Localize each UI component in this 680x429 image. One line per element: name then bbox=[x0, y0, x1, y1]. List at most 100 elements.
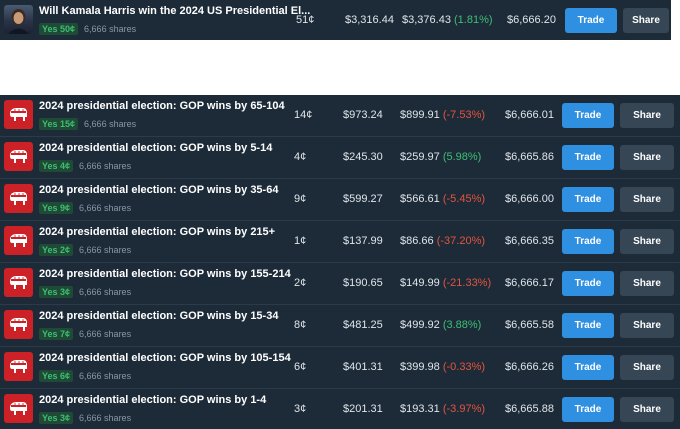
cost-basis: $3,316.44 bbox=[345, 14, 394, 26]
gop-elephant-icon bbox=[4, 100, 33, 129]
market-subinfo: Yes 3¢ 6,666 shares bbox=[39, 412, 131, 424]
market-title[interactable]: Will Kamala Harris win the 2024 US Presi… bbox=[39, 5, 311, 17]
current-value-amount: $193.31 bbox=[400, 403, 440, 415]
market-title[interactable]: 2024 presidential election: GOP wins by … bbox=[39, 226, 276, 238]
market-title[interactable]: 2024 presidential election: GOP wins by … bbox=[39, 394, 267, 406]
current-price: 3¢ bbox=[294, 403, 307, 415]
cost-basis: $137.99 bbox=[343, 235, 383, 247]
gop-elephant-icon bbox=[4, 142, 33, 171]
candidate-photo-icon bbox=[4, 5, 33, 34]
market-title[interactable]: 2024 presidential election: GOP wins by … bbox=[39, 100, 285, 112]
market-subinfo: Yes 4¢ 6,666 shares bbox=[39, 160, 131, 172]
cost-basis: $245.30 bbox=[343, 151, 383, 163]
gop-elephant-icon bbox=[4, 268, 33, 297]
gop-elephant-icon bbox=[4, 310, 33, 339]
cost-basis: $481.25 bbox=[343, 319, 383, 331]
yes-price-badge: Yes 9¢ bbox=[39, 202, 74, 214]
market-title[interactable]: 2024 presidential election: GOP wins by … bbox=[39, 352, 291, 364]
current-value: $499.92 (3.88%) bbox=[400, 319, 481, 331]
market-subinfo: Yes 7¢ 6,666 shares bbox=[39, 328, 131, 340]
cost-basis: $973.24 bbox=[343, 109, 383, 121]
yes-price-badge: Yes 6¢ bbox=[39, 370, 74, 382]
trade-button[interactable]: Trade bbox=[562, 355, 614, 380]
cost-basis: $599.27 bbox=[343, 193, 383, 205]
share-button[interactable]: Share bbox=[620, 229, 674, 254]
positions-list: 2024 presidential election: GOP wins by … bbox=[0, 95, 680, 429]
market-subinfo: Yes 15¢ 6,666 shares bbox=[39, 118, 136, 130]
payout-value: $6,665.88 bbox=[505, 403, 554, 415]
payout-value: $6,665.86 bbox=[505, 151, 554, 163]
trade-button[interactable]: Trade bbox=[562, 313, 614, 338]
market-row[interactable]: 2024 presidential election: GOP wins by … bbox=[0, 179, 680, 221]
current-value: $566.61 (-5.45%) bbox=[400, 193, 485, 205]
market-title[interactable]: 2024 presidential election: GOP wins by … bbox=[39, 310, 279, 322]
yes-price-badge: Yes 2¢ bbox=[39, 244, 74, 256]
payout-value: $6,666.20 bbox=[507, 14, 556, 26]
gop-elephant-icon bbox=[4, 352, 33, 381]
cost-basis: $401.31 bbox=[343, 361, 383, 373]
trade-button[interactable]: Trade bbox=[562, 271, 614, 296]
share-button[interactable]: Share bbox=[620, 271, 674, 296]
share-button[interactable]: Share bbox=[620, 145, 674, 170]
value-change-percent: (-21.33%) bbox=[442, 277, 492, 289]
current-value-amount: $149.99 bbox=[400, 277, 440, 289]
current-price: 1¢ bbox=[294, 235, 307, 247]
gop-elephant-icon bbox=[4, 226, 33, 255]
value-change-percent: (-5.45%) bbox=[442, 193, 486, 205]
gop-elephant-icon bbox=[4, 184, 33, 213]
payout-value: $6,666.35 bbox=[505, 235, 554, 247]
current-value: $193.31 (-3.97%) bbox=[400, 403, 485, 415]
share-button[interactable]: Share bbox=[620, 355, 674, 380]
trade-button[interactable]: Trade bbox=[562, 229, 614, 254]
current-price: 2¢ bbox=[294, 277, 307, 289]
market-row[interactable]: 2024 presidential election: GOP wins by … bbox=[0, 95, 680, 137]
value-change-percent: (5.98%) bbox=[442, 151, 482, 163]
yes-price-badge: Yes 4¢ bbox=[39, 160, 74, 172]
market-row[interactable]: 2024 presidential election: GOP wins by … bbox=[0, 305, 680, 347]
value-change-percent: (3.88%) bbox=[442, 319, 482, 331]
share-button[interactable]: Share bbox=[620, 397, 674, 422]
market-row[interactable]: 2024 presidential election: GOP wins by … bbox=[0, 347, 680, 389]
market-row[interactable]: 2024 presidential election: GOP wins by … bbox=[0, 137, 680, 179]
market-row[interactable]: 2024 presidential election: GOP wins by … bbox=[0, 263, 680, 305]
trade-button[interactable]: Trade bbox=[562, 145, 614, 170]
shares-count: 6,666 shares bbox=[79, 371, 132, 381]
payout-value: $6,666.26 bbox=[505, 361, 554, 373]
shares-count: 6,666 shares bbox=[79, 329, 132, 339]
current-value: $399.98 (-0.33%) bbox=[400, 361, 485, 373]
market-row[interactable]: 2024 presidential election: GOP wins by … bbox=[0, 221, 680, 263]
value-change-percent: (-0.33%) bbox=[442, 361, 486, 373]
market-title[interactable]: 2024 presidential election: GOP wins by … bbox=[39, 184, 279, 196]
current-value-amount: $499.92 bbox=[400, 319, 440, 331]
yes-price-badge: Yes 15¢ bbox=[39, 118, 79, 130]
market-subinfo: Yes 2¢ 6,666 shares bbox=[39, 244, 131, 256]
current-value: $149.99 (-21.33%) bbox=[400, 277, 491, 289]
current-price: 9¢ bbox=[294, 193, 307, 205]
current-value-amount: $3,376.43 bbox=[402, 14, 451, 26]
shares-count: 6,666 shares bbox=[79, 161, 132, 171]
share-button[interactable]: Share bbox=[623, 8, 669, 33]
share-button[interactable]: Share bbox=[620, 103, 674, 128]
payout-value: $6,666.01 bbox=[505, 109, 554, 121]
market-title[interactable]: 2024 presidential election: GOP wins by … bbox=[39, 268, 291, 280]
current-price: 8¢ bbox=[294, 319, 307, 331]
trade-button[interactable]: Trade bbox=[565, 8, 617, 33]
share-button[interactable]: Share bbox=[620, 313, 674, 338]
featured-market-panel: Will Kamala Harris win the 2024 US Presi… bbox=[0, 0, 671, 40]
share-button[interactable]: Share bbox=[620, 187, 674, 212]
current-price: 14¢ bbox=[294, 109, 313, 121]
trade-button[interactable]: Trade bbox=[562, 397, 614, 422]
market-row[interactable]: 2024 presidential election: GOP wins by … bbox=[0, 389, 680, 429]
market-title[interactable]: 2024 presidential election: GOP wins by … bbox=[39, 142, 273, 154]
featured-market-row[interactable]: Will Kamala Harris win the 2024 US Presi… bbox=[0, 0, 680, 42]
gop-elephant-icon bbox=[4, 394, 33, 423]
value-change-percent: (1.81%) bbox=[454, 14, 493, 26]
current-value: $3,376.43 (1.81%) bbox=[402, 14, 493, 26]
yes-price-badge: Yes 3¢ bbox=[39, 286, 74, 298]
trade-button[interactable]: Trade bbox=[562, 103, 614, 128]
cost-basis: $190.65 bbox=[343, 277, 383, 289]
trade-button[interactable]: Trade bbox=[562, 187, 614, 212]
current-price: 4¢ bbox=[294, 151, 307, 163]
market-subinfo: Yes 50¢ 6,666 shares bbox=[39, 23, 136, 35]
shares-count: 6,666 shares bbox=[79, 287, 132, 297]
